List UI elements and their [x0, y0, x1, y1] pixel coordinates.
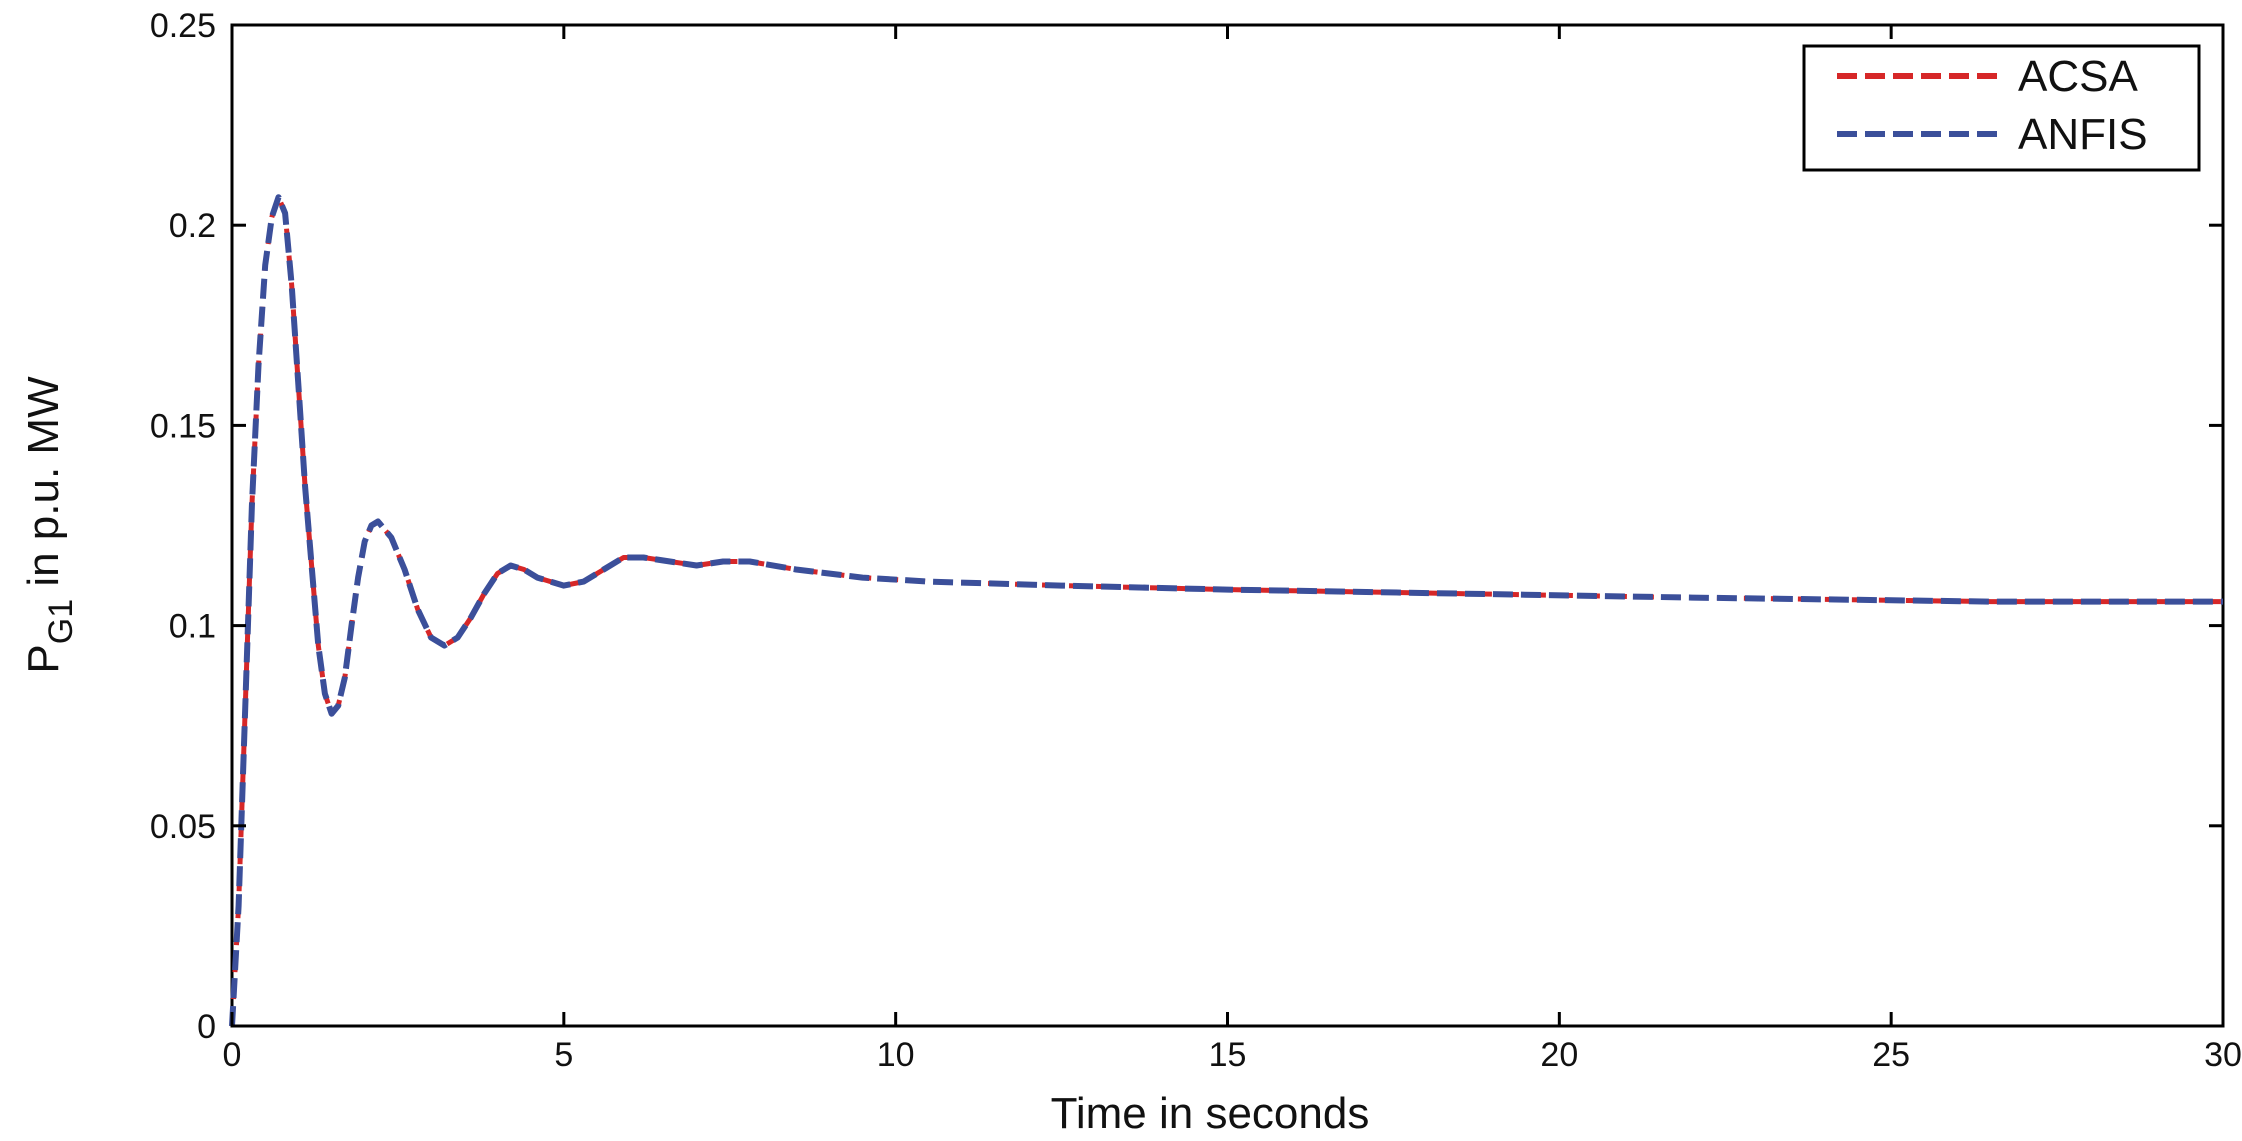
x-tick-label: 0: [223, 1036, 242, 1074]
y-tick-label: 0.15: [150, 407, 216, 445]
y-tick-label: 0.25: [150, 7, 216, 45]
x-axis-label: Time in seconds: [1051, 1089, 1370, 1138]
series-line-acsa: [229, 194, 2223, 1027]
y-tick-label: 0.1: [169, 608, 216, 646]
y-axis-label: PG1 in p.u. MW: [19, 376, 80, 674]
tick-layer: 0 5 10 15 20 25 30 0 0.05 0.1 0.15 0.2 0.25: [150, 7, 2242, 1074]
y-axis-label-subscript: G1: [42, 599, 80, 644]
legend-label-anfis: ANFIS: [2018, 110, 2148, 159]
y-tick-label: 0.2: [169, 207, 216, 245]
series-line-anfis: [229, 194, 2223, 1027]
x-tick-label: 15: [1209, 1036, 1247, 1074]
x-tick-label: 20: [1540, 1036, 1578, 1074]
legend: ACSA ANFIS: [1802, 44, 2201, 172]
y-tick-label: 0.05: [150, 808, 216, 846]
legend-box: [1802, 44, 2201, 172]
y-axis-label-main: P: [19, 644, 68, 673]
x-tick-label: 25: [1872, 1036, 1910, 1074]
x-tick-label: 30: [2204, 1036, 2242, 1074]
x-tick-label: 5: [554, 1036, 573, 1074]
y-axis-label-rest: in p.u. MW: [19, 376, 68, 599]
x-tick-label: 10: [877, 1036, 915, 1074]
y-tick-label: 0: [197, 1008, 216, 1046]
series-layer: [229, 194, 2223, 1027]
plot-area: 0 5 10 15 20 25 30 0 0.05 0.1 0.15 0.2 0.25: [150, 7, 2242, 1074]
legend-label-acsa: ACSA: [2018, 52, 2138, 101]
plot-frame: [230, 23, 2225, 1028]
